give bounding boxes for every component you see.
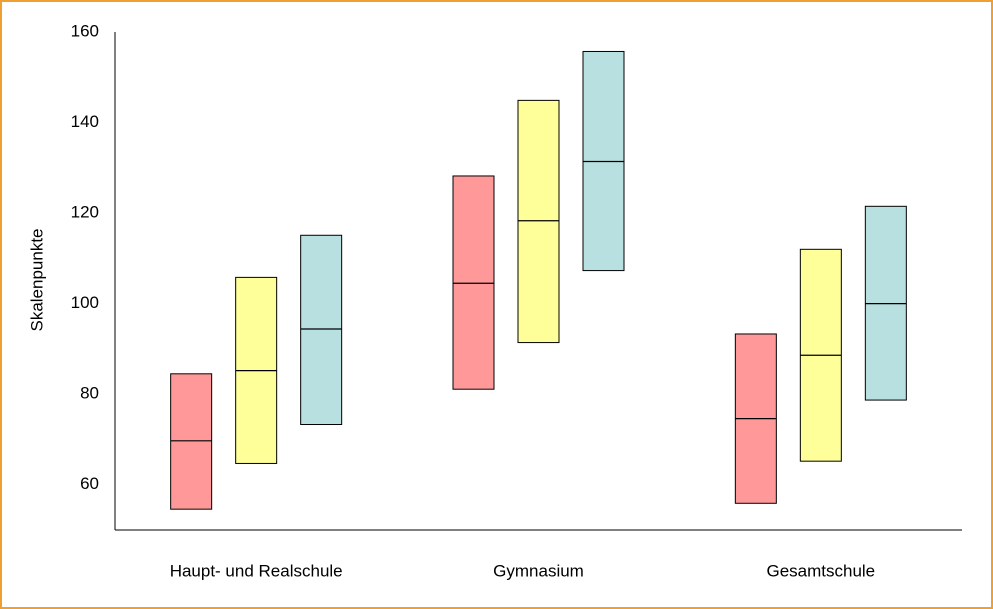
x-tick-label: Gesamtschule <box>766 561 875 580</box>
range-box <box>452 175 495 390</box>
y-tick-label: 60 <box>80 474 99 493</box>
range-box <box>517 99 560 344</box>
x-tick-label: Haupt- und Realschule <box>170 561 343 580</box>
y-tick-label: 160 <box>71 21 99 40</box>
y-axis-label: Skalenpunkte <box>27 228 46 331</box>
y-tick-label: 100 <box>71 293 99 312</box>
y-tick-label: 140 <box>71 112 99 131</box>
y-tick-label: 80 <box>80 384 99 403</box>
y-tick-label: 120 <box>71 203 99 222</box>
x-tick-label: Gymnasium <box>493 561 584 580</box>
range-box <box>170 373 213 510</box>
range-box <box>300 234 343 426</box>
